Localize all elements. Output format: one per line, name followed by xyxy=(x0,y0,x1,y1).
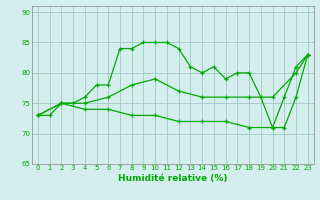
X-axis label: Humidité relative (%): Humidité relative (%) xyxy=(118,174,228,183)
